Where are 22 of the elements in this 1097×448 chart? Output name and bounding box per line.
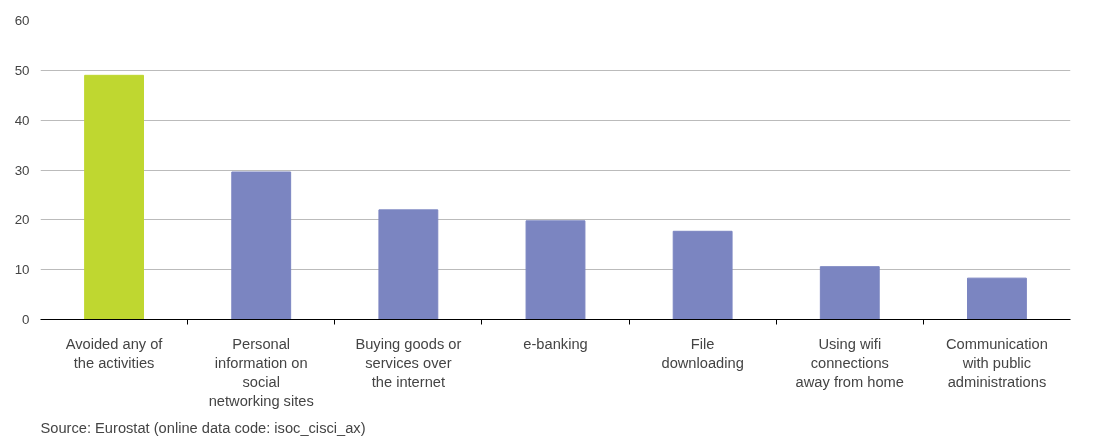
y-tick-label: 50 (14, 62, 30, 78)
bar (819, 266, 880, 320)
y-tick-label: 30 (14, 162, 30, 178)
bar (84, 74, 144, 320)
y-tick-label: 60 (14, 13, 30, 28)
source-note: Source: Eurostat (online data code: isoc_cisci_ax) (40, 419, 366, 436)
bar (231, 171, 292, 320)
x-tick-label: File downloading (661, 335, 744, 371)
y-tick-label: 20 (14, 212, 30, 228)
y-tick-label: 40 (14, 112, 30, 128)
x-tick-label: Using wifi connections away from home (795, 335, 904, 390)
y-tick-label: 0 (22, 312, 30, 327)
x-tick-label: Communication with public administrations (946, 335, 1048, 390)
y-tick-label: 10 (14, 262, 30, 278)
x-tick-label: Personal information on social networking sites (208, 335, 314, 410)
x-tick-label: Avoided any of the activities (65, 335, 164, 371)
x-tick-label: e-banking (523, 335, 588, 352)
bar (967, 277, 1027, 320)
bar (672, 230, 733, 320)
bar (525, 220, 586, 320)
x-tick-label: Buying goods or services over the internet (355, 335, 462, 390)
bar (378, 209, 439, 320)
